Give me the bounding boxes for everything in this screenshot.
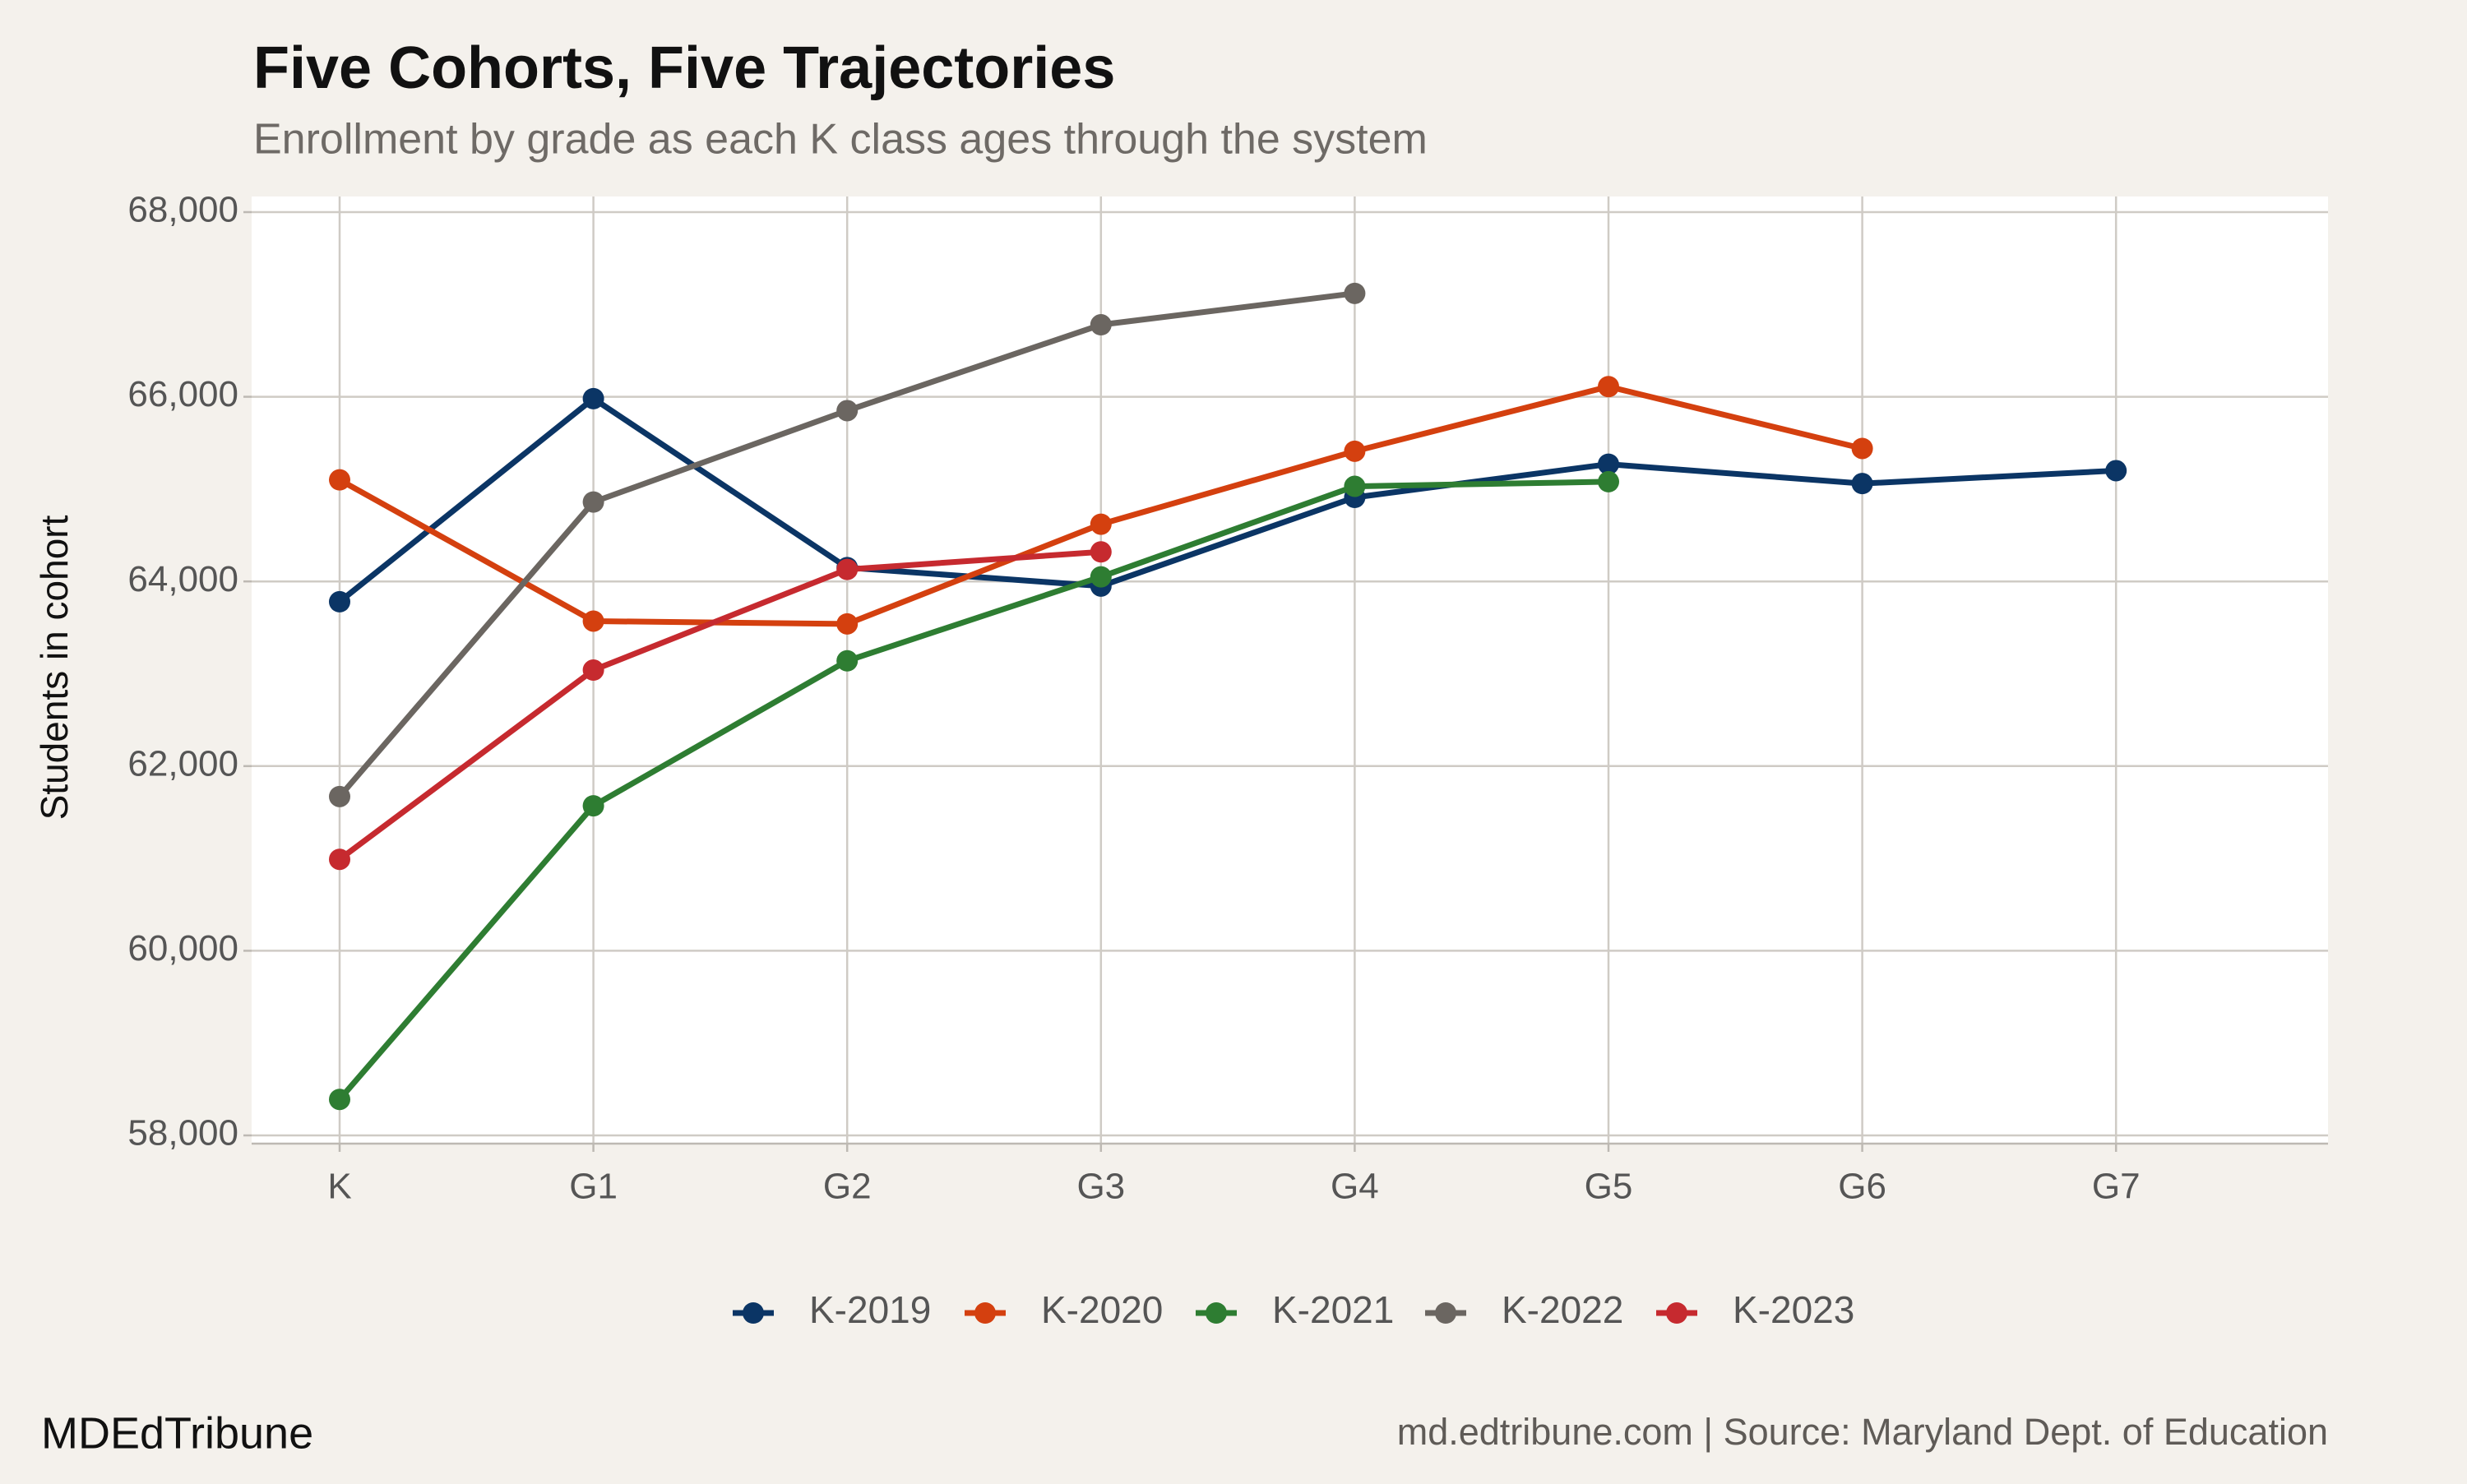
data-point xyxy=(1851,473,1873,495)
x-tick-label: G1 xyxy=(569,1167,618,1207)
legend-label: K-2019 xyxy=(809,1288,931,1331)
y-tick-label: 66,000 xyxy=(127,374,238,414)
legend-label: K-2020 xyxy=(1041,1288,1163,1331)
data-point xyxy=(2105,460,2127,482)
data-point xyxy=(582,659,604,682)
data-point xyxy=(836,558,859,580)
data-point xyxy=(582,610,604,632)
x-tick-label: G5 xyxy=(1585,1167,1633,1207)
legend-label: K-2021 xyxy=(1272,1288,1394,1331)
x-tick-label: G4 xyxy=(1331,1167,1379,1207)
x-tick-label: G2 xyxy=(823,1167,872,1207)
series-line xyxy=(337,395,2117,604)
data-point xyxy=(1344,440,1366,462)
data-point xyxy=(1090,314,1112,336)
legend-label: K-2023 xyxy=(1733,1288,1854,1331)
data-point xyxy=(329,469,350,491)
brand: MDEdTribune xyxy=(41,1408,313,1458)
legend-swatch xyxy=(1206,1302,1227,1324)
series-line xyxy=(337,478,1609,1102)
y-tick-label: 64,000 xyxy=(127,559,238,599)
data-point xyxy=(329,848,350,871)
legend-swatch xyxy=(1435,1302,1456,1324)
y-tick-label: 62,000 xyxy=(127,743,238,784)
chart-title: Five Cohorts, Five Trajectories xyxy=(253,35,1115,101)
data-point xyxy=(1598,470,1619,492)
y-tick-label: 60,000 xyxy=(127,928,238,969)
data-point xyxy=(582,795,604,817)
legend-label: K-2022 xyxy=(1502,1288,1623,1331)
data-point xyxy=(1598,376,1619,398)
legend-swatch xyxy=(743,1302,764,1324)
data-point xyxy=(1851,437,1873,460)
data-point xyxy=(1090,513,1112,535)
y-axis-label: Students in cohort xyxy=(33,515,76,820)
series-line xyxy=(337,548,1102,862)
x-tick-label: K xyxy=(327,1167,351,1207)
data-point xyxy=(1344,282,1366,304)
chart-subtitle: Enrollment by grade as each K class ages… xyxy=(253,116,1428,164)
data-point xyxy=(329,1089,350,1111)
x-tick-label: G6 xyxy=(1838,1167,1886,1207)
y-tick-label: 68,000 xyxy=(127,190,238,230)
data-point xyxy=(329,590,350,613)
data-point xyxy=(836,613,859,635)
data-point xyxy=(836,650,859,672)
plot-panel xyxy=(252,196,2328,1144)
x-tick-label: G3 xyxy=(1076,1167,1125,1207)
data-point xyxy=(1090,541,1112,563)
source: md.edtribune.com | Source: Maryland Dept… xyxy=(1397,1411,2328,1453)
data-point xyxy=(1344,475,1366,497)
x-tick-label: G7 xyxy=(2092,1167,2141,1207)
data-point xyxy=(329,785,350,807)
data-point xyxy=(836,400,859,422)
legend-swatch xyxy=(974,1302,996,1324)
data-point xyxy=(582,387,604,409)
legend-swatch xyxy=(1666,1302,1687,1324)
data-point xyxy=(1090,566,1112,588)
data-point xyxy=(1598,453,1619,475)
y-tick-label: 58,000 xyxy=(127,1113,238,1153)
data-point xyxy=(582,491,604,513)
